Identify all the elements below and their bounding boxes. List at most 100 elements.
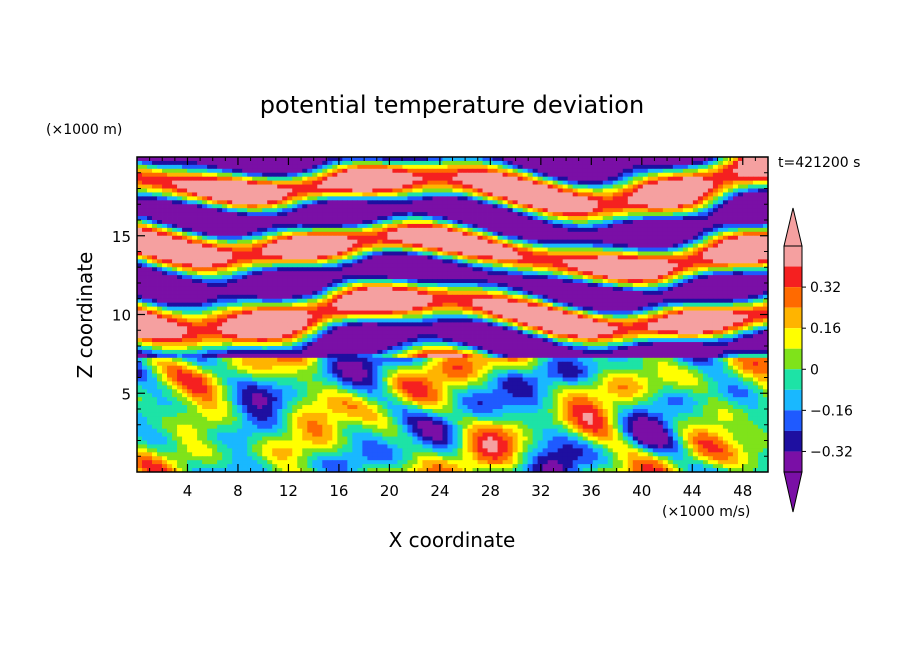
field-cell	[232, 188, 238, 193]
field-cell	[617, 263, 624, 268]
field-cell	[662, 247, 669, 252]
field-cell	[722, 188, 729, 193]
field-cell	[412, 239, 418, 245]
field-cell	[532, 168, 539, 174]
field-cell	[397, 306, 403, 311]
field-cell	[492, 290, 498, 296]
field-cell	[242, 290, 248, 296]
field-cell	[597, 168, 604, 174]
field-cell	[287, 164, 293, 170]
field-cell	[707, 164, 714, 170]
field-cell	[527, 259, 534, 264]
field-cell	[762, 216, 768, 221]
field-cell	[302, 223, 308, 229]
field-cell	[322, 259, 328, 264]
field-cell	[247, 290, 253, 296]
field-cell	[207, 306, 213, 311]
field-cell	[487, 247, 493, 252]
field-cell	[742, 212, 749, 217]
field-cell	[152, 200, 158, 205]
field-cell	[152, 235, 158, 241]
field-cell	[502, 204, 508, 209]
field-cell	[222, 164, 228, 170]
field-cell	[722, 168, 729, 174]
field-cell	[737, 283, 744, 288]
field-cell	[682, 192, 689, 197]
field-cell	[647, 200, 654, 205]
field-cell	[217, 176, 223, 182]
field-cell	[232, 192, 238, 197]
field-cell	[462, 196, 468, 201]
field-cell	[287, 216, 293, 221]
field-cell	[147, 251, 153, 256]
field-cell	[397, 298, 403, 304]
field-cell	[277, 310, 283, 315]
field-cell	[632, 208, 639, 213]
field-cell	[337, 192, 343, 197]
field-cell	[632, 306, 639, 311]
field-cell	[587, 168, 594, 174]
field-cell	[502, 227, 508, 233]
field-cell	[392, 192, 398, 197]
field-cell	[332, 294, 338, 300]
field-cell	[507, 243, 513, 248]
field-cell	[587, 192, 594, 197]
field-cell	[287, 306, 293, 311]
field-cell	[697, 220, 704, 225]
field-cell	[147, 298, 153, 304]
field-cell	[577, 176, 584, 182]
field-cell	[492, 212, 498, 217]
field-cell	[567, 290, 574, 296]
field-cell	[257, 275, 263, 280]
field-cell	[617, 200, 624, 205]
field-cell	[632, 283, 639, 288]
field-cell	[487, 290, 493, 296]
field-cell	[572, 160, 579, 166]
field-cell	[147, 275, 153, 280]
field-cell	[597, 239, 604, 245]
field-cell	[742, 157, 749, 162]
field-cell	[747, 271, 754, 276]
field-cell	[412, 192, 418, 197]
field-cell	[717, 204, 724, 209]
field-cell	[427, 160, 433, 166]
field-cell	[342, 220, 348, 225]
field-cell	[597, 243, 604, 248]
field-cell	[607, 267, 614, 272]
field-cell	[477, 223, 483, 229]
field-cell	[542, 180, 549, 185]
field-cell	[397, 231, 403, 237]
field-cell	[622, 275, 629, 280]
field-cell	[477, 290, 483, 296]
field-cell	[162, 188, 168, 193]
field-cell	[207, 263, 213, 268]
field-cell	[462, 231, 468, 237]
field-cell	[702, 279, 709, 284]
field-cell	[242, 160, 248, 166]
field-cell	[657, 306, 664, 311]
field-cell	[507, 286, 513, 292]
field-cell	[462, 192, 468, 197]
field-cell	[282, 298, 288, 304]
field-cell	[362, 294, 368, 300]
field-cell	[252, 176, 258, 182]
field-cell	[182, 298, 188, 304]
field-cell	[687, 231, 694, 237]
field-cell	[562, 294, 569, 300]
field-cell	[437, 172, 443, 178]
field-cell	[332, 204, 338, 209]
field-cell	[367, 188, 373, 193]
field-cell	[187, 168, 193, 174]
field-cell	[682, 168, 689, 174]
field-cell	[572, 176, 579, 182]
field-cell	[412, 259, 418, 264]
field-cell	[597, 251, 604, 256]
field-cell	[527, 231, 534, 237]
field-cell	[382, 239, 388, 245]
field-cell	[347, 212, 353, 217]
field-cell	[142, 271, 148, 276]
field-cell	[252, 263, 258, 268]
field-cell	[147, 235, 153, 241]
field-cell	[712, 188, 719, 193]
field-cell	[217, 235, 223, 241]
